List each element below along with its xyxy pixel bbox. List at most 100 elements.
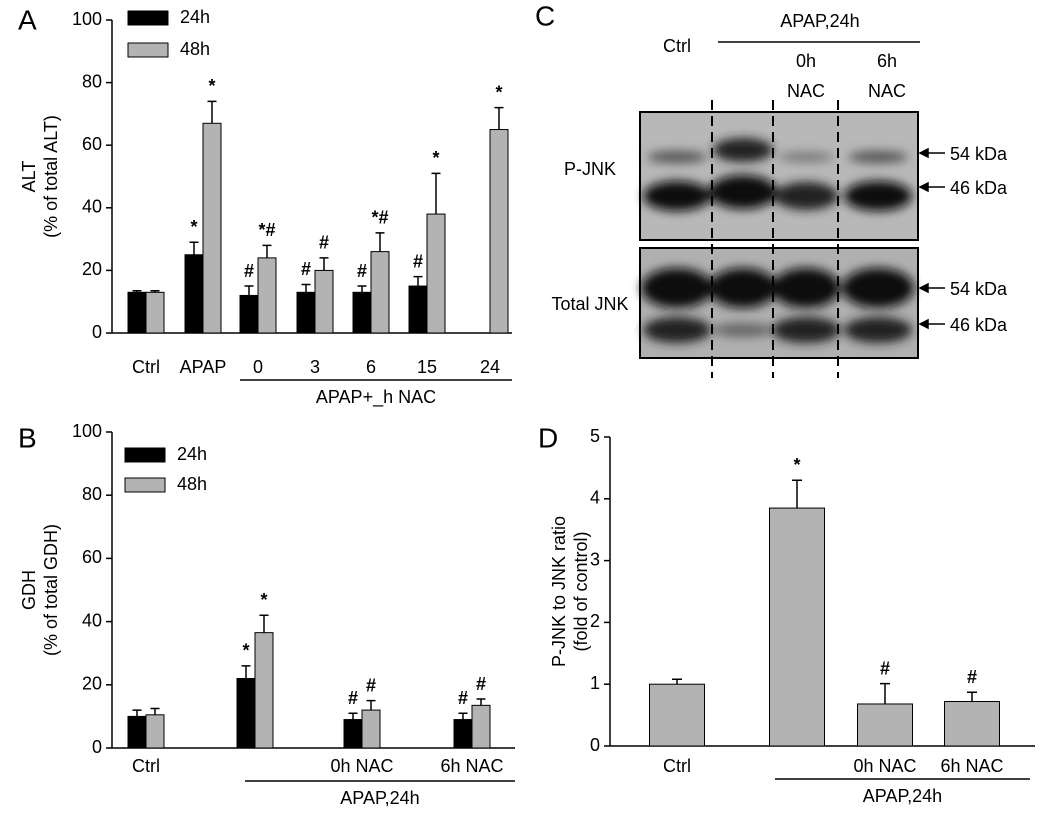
error-bar [150, 707, 160, 715]
bar [857, 703, 913, 747]
error-bar [259, 614, 269, 633]
bar [257, 257, 277, 334]
significance-mark: # [348, 688, 358, 708]
error-bar [366, 699, 376, 711]
significance-mark: * [208, 76, 215, 96]
significance-mark: # [413, 251, 423, 271]
x-tick-label: APAP [180, 357, 227, 377]
x-tick-label: Ctrl [132, 756, 160, 776]
bar [489, 129, 509, 334]
x-tick-label: 0 [253, 357, 263, 377]
bar [649, 683, 705, 747]
group-label: APAP+_h NAC [316, 387, 436, 408]
significance-mark: # [458, 688, 468, 708]
bar [127, 715, 147, 749]
x-tick-label: 6 [366, 357, 376, 377]
bar [352, 291, 372, 334]
bar [343, 719, 363, 749]
bar [426, 213, 446, 334]
blot-image [639, 100, 945, 378]
error-bar [132, 289, 142, 293]
legend-label: 24h [177, 444, 207, 464]
significance-mark: # [967, 667, 977, 687]
error-bar [672, 678, 682, 685]
error-bar [476, 698, 486, 706]
y-tick-label: 0 [92, 737, 102, 757]
lane-label: NAC [787, 81, 825, 101]
bar [236, 677, 256, 749]
significance-mark: # [357, 261, 367, 281]
x-tick-label: 15 [417, 357, 437, 377]
group-label: APAP,24h [340, 788, 419, 808]
y-tick-label: 100 [72, 421, 102, 441]
y-tick-label: 0 [590, 735, 600, 755]
x-tick-label: 3 [310, 357, 320, 377]
bar [408, 285, 428, 334]
significance-mark: * [432, 148, 439, 168]
y-tick-label: 100 [72, 9, 102, 29]
y-axis-label: ALT [19, 161, 39, 193]
significance-mark: * [260, 590, 267, 610]
row-label: P-JNK [564, 159, 616, 179]
y-tick-label: 3 [590, 549, 600, 569]
x-tick-label: 6h NAC [940, 756, 1003, 776]
bar [296, 291, 316, 334]
blot-panel: C Ctrl APAP,24h 0h NAC 6h NAC [535, 0, 1008, 378]
y-tick-label: 20 [82, 674, 102, 694]
band-label: 46 kDa [950, 178, 1008, 198]
legend-label: 48h [180, 39, 210, 59]
error-bar [319, 257, 329, 271]
error-bar [458, 712, 468, 720]
x-tick-label: Ctrl [132, 357, 160, 377]
significance-mark: # [476, 674, 486, 694]
significance-mark: # [319, 233, 329, 253]
panel-letter: C [535, 0, 555, 31]
lane-label: NAC [868, 81, 906, 101]
y-tick-label: 80 [82, 71, 102, 91]
significance-mark: # [244, 261, 254, 281]
x-tick-label: 0h NAC [330, 756, 393, 776]
significance-mark: * [495, 82, 502, 102]
y-axis-label: (fold of control) [571, 531, 591, 651]
panel-letter: B [18, 422, 37, 453]
significance-mark: # [301, 259, 311, 279]
error-bar [357, 285, 367, 293]
bar [769, 507, 825, 747]
error-bar [413, 275, 423, 287]
significance-mark: # [366, 675, 376, 695]
error-bar [189, 241, 199, 255]
legend-swatch [127, 42, 169, 58]
bar [361, 709, 381, 749]
x-tick-label: Ctrl [663, 756, 691, 776]
error-bar [494, 106, 504, 130]
error-bar [150, 289, 160, 293]
y-tick-label: 20 [82, 259, 102, 279]
bar [145, 291, 165, 334]
bar [184, 254, 204, 334]
y-tick-label: 0 [92, 322, 102, 342]
error-bar [301, 283, 311, 293]
error-bar [880, 682, 890, 704]
y-axis-label: P-JNK to JNK ratio [549, 516, 569, 667]
panel-letter: D [538, 422, 558, 453]
y-tick-label: 1 [590, 673, 600, 693]
bar [239, 294, 259, 334]
y-tick-label: 5 [590, 426, 600, 446]
error-bar [207, 100, 217, 124]
bar [314, 269, 334, 334]
bar [370, 251, 390, 334]
bar [453, 719, 473, 749]
y-tick-label: 4 [590, 488, 600, 508]
lane-label: 0h [796, 51, 816, 71]
bar [471, 704, 491, 749]
significance-mark: * [190, 217, 197, 237]
significance-mark: *# [258, 220, 275, 240]
y-tick-label: 60 [82, 134, 102, 154]
error-bar [348, 712, 358, 720]
error-bar [375, 232, 385, 252]
bar [202, 122, 222, 334]
significance-mark: * [242, 641, 249, 661]
significance-mark: # [880, 658, 890, 678]
group-label: APAP,24h [863, 786, 942, 806]
y-axis-label: (% of total ALT) [41, 115, 61, 238]
